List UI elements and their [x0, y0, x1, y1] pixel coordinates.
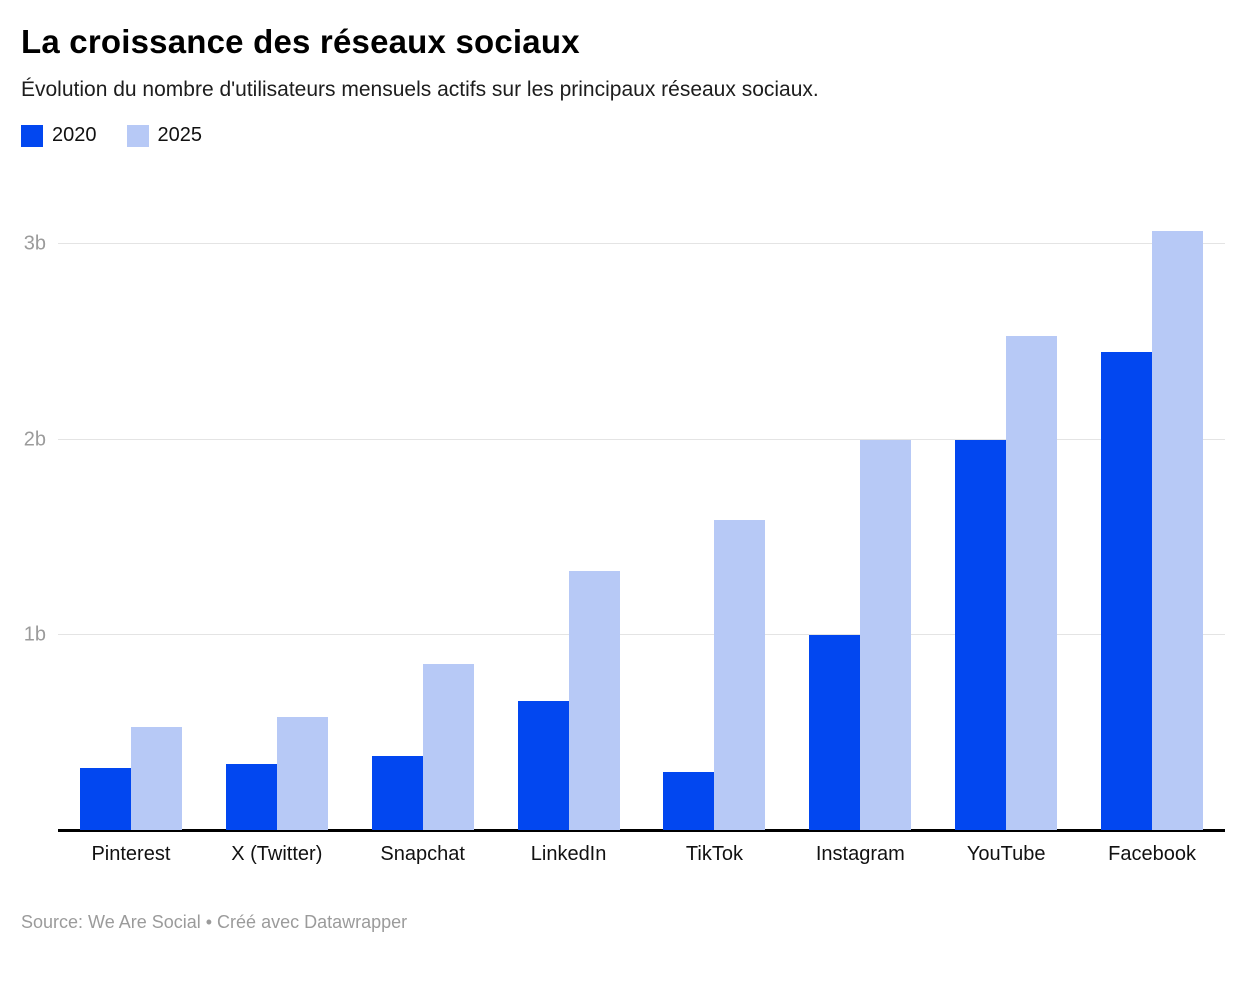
x-label-snapchat: Snapchat: [380, 843, 465, 866]
chart-footer: Source: We Are Social • Créé avec Datawr…: [21, 912, 1219, 933]
bar-tiktok-2025: [714, 519, 766, 831]
y-tick-label-1b: 1b: [23, 623, 46, 646]
bar-x-twitter--2025: [276, 717, 328, 831]
bar-group-pinterest: [79, 726, 182, 831]
source-credit-line: Source: We Are Social • Créé avec Datawr…: [21, 912, 408, 933]
legend-label-2020: 2020: [52, 124, 97, 147]
bar-youtube-2025: [1006, 336, 1058, 831]
bar-group-facebook: [1101, 230, 1204, 831]
bar-pinterest-2020: [79, 767, 131, 831]
bar-instagram-2020: [809, 634, 861, 831]
bar-snapchat-2020: [371, 756, 423, 831]
bar-group-tiktok: [663, 519, 766, 831]
chart-title: La croissance des réseaux sociaux: [21, 23, 580, 60]
bar-instagram-2025: [860, 439, 912, 831]
x-label-pinterest: Pinterest: [91, 843, 171, 866]
legend-item-2025: 2025: [126, 124, 203, 147]
chart-subtitle: Évolution du nombre d'utilisateurs mensu…: [21, 78, 819, 102]
bar-linkedin-2025: [568, 570, 620, 831]
x-label-facebook: Facebook: [1108, 843, 1196, 866]
bar-group-linkedin: [517, 570, 620, 831]
bar-group-instagram: [809, 439, 912, 831]
chart-legend: 2020 2025: [21, 124, 1219, 147]
x-axis-line: [58, 829, 1225, 833]
bar-facebook-2020: [1101, 351, 1153, 831]
x-axis-category-labels: Pinterest X (Twitter) Snapchat LinkedIn TikT…: [58, 843, 1225, 866]
x-label-youtube: YouTube: [966, 843, 1046, 866]
x-label-tiktok: TikTok: [685, 843, 743, 866]
legend-item-2020: 2020: [21, 124, 97, 147]
bar-snapchat-2025: [422, 664, 474, 831]
legend-label-2025: 2025: [157, 124, 203, 147]
bar-x-twitter--2020: [225, 763, 277, 831]
x-label-x-twitter-: X (Twitter): [231, 843, 323, 866]
gridline-3b: [58, 243, 1225, 245]
bar-youtube-2020: [955, 439, 1007, 831]
bar-facebook-2025: [1152, 230, 1204, 831]
y-tick-label-2b: 2b: [23, 428, 46, 451]
bar-group-x-twitter-: [225, 717, 328, 831]
bar-groups-container: [58, 203, 1225, 831]
legend-swatch-2020: [21, 124, 43, 147]
y-tick-label-3b: 3b: [23, 232, 46, 255]
bar-linkedin-2020: [517, 701, 569, 831]
bar-group-youtube: [955, 336, 1058, 831]
chart-header: La croissance des réseaux sociaux Évolut…: [0, 0, 1240, 147]
bar-tiktok-2020: [663, 771, 715, 831]
bar-chart-plot-area: 1b 2b 3b: [0, 203, 1240, 833]
legend-swatch-2025: [126, 124, 149, 147]
x-label-linkedin: LinkedIn: [530, 843, 607, 866]
gridline-1b: [58, 633, 1225, 635]
bar-group-snapchat: [371, 664, 474, 831]
bar-pinterest-2025: [130, 726, 182, 831]
x-label-instagram: Instagram: [815, 843, 905, 866]
gridline-2b: [58, 438, 1225, 440]
